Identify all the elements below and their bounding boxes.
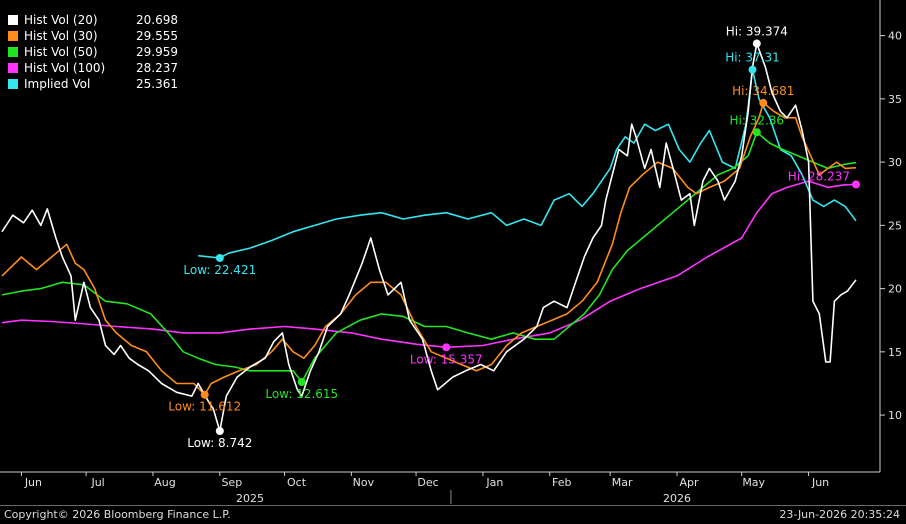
legend-label: Hist Vol (100) xyxy=(24,61,106,75)
x-year-label: 2026 xyxy=(663,492,691,505)
annotation-marker xyxy=(752,128,761,137)
x-tick-label: Nov xyxy=(353,476,375,489)
annotation-marker xyxy=(215,426,224,435)
annotation-marker xyxy=(752,39,761,48)
annotation-marker xyxy=(200,390,209,399)
x-tick-label: Jul xyxy=(90,476,104,489)
series-line-0 xyxy=(1,42,857,432)
y-tick-label: 30 xyxy=(888,156,902,169)
legend-value: 29.555 xyxy=(136,29,178,43)
annotation-label: Hi: 32.36 xyxy=(730,113,785,127)
timestamp-text: 23-Jun-2026 20:35:24 xyxy=(779,508,900,521)
x-tick-label: Mar xyxy=(612,476,633,489)
x-tick-label: Jun xyxy=(24,476,42,489)
legend-item: Hist Vol (30) 29.555 xyxy=(8,28,178,44)
annotation-label: Hi: 28.237 xyxy=(788,169,850,183)
x-tick-label: Oct xyxy=(287,476,307,489)
legend-value: 28.237 xyxy=(136,61,178,75)
annotation-label: Low: 11.612 xyxy=(168,400,241,414)
annotation-label: Hi: 39.374 xyxy=(726,25,788,39)
x-tick-label: Dec xyxy=(417,476,438,489)
y-tick-label: 25 xyxy=(888,219,902,232)
series-line-2 xyxy=(1,131,857,383)
legend-swatch-hv20 xyxy=(8,15,18,25)
x-tick-label: Apr xyxy=(679,476,699,489)
legend-item: Implied Vol 25.361 xyxy=(8,76,178,92)
annotation-marker xyxy=(748,65,757,74)
annotation-label: Hi: 34.681 xyxy=(732,84,794,98)
legend-label: Hist Vol (20) xyxy=(24,13,98,27)
legend-value: 20.698 xyxy=(136,13,178,27)
series-line-1 xyxy=(1,102,857,396)
legend-swatch-hv100 xyxy=(8,63,18,73)
annotation-marker xyxy=(442,343,451,352)
legend-label: Implied Vol xyxy=(24,77,91,91)
legend-item: Hist Vol (50) 29.959 xyxy=(8,44,178,60)
annotation-marker xyxy=(297,378,306,387)
x-tick-label: Jun xyxy=(811,476,829,489)
x-year-label: 2025 xyxy=(236,492,264,505)
annotation-label: Hi: 37.31 xyxy=(725,51,780,65)
legend-value: 25.361 xyxy=(136,77,178,91)
x-tick-label: Sep xyxy=(221,476,242,489)
y-tick-label: 15 xyxy=(888,346,902,359)
footer: Copyright© 2026 Bloomberg Finance L.P. 2… xyxy=(0,506,906,524)
annotation-marker xyxy=(215,253,224,262)
annotation-label: Low: 8.742 xyxy=(187,436,252,450)
annotation-marker xyxy=(852,180,860,189)
x-tick-label: Jan xyxy=(485,476,503,489)
x-tick-label: Feb xyxy=(552,476,571,489)
legend-swatch-hv30 xyxy=(8,31,18,41)
y-tick-label: 35 xyxy=(888,93,902,106)
legend-swatch-hv50 xyxy=(8,47,18,57)
legend-item: Hist Vol (100) 28.237 xyxy=(8,60,178,76)
x-tick-label: Aug xyxy=(154,476,175,489)
y-tick-label: 20 xyxy=(888,283,902,296)
y-tick-label: 40 xyxy=(888,30,902,43)
legend: Hist Vol (20) 20.698 Hist Vol (30) 29.55… xyxy=(8,12,178,92)
annotation-label: Low: 12.615 xyxy=(265,387,338,401)
annotation-label: Low: 22.421 xyxy=(183,263,256,277)
y-tick-label: 10 xyxy=(888,409,902,422)
legend-swatch-implied xyxy=(8,79,18,89)
legend-label: Hist Vol (50) xyxy=(24,45,98,59)
legend-item: Hist Vol (20) 20.698 xyxy=(8,12,178,28)
series-line-3 xyxy=(1,180,857,349)
annotation-label: Low: 15.357 xyxy=(410,352,483,366)
legend-value: 29.959 xyxy=(136,45,178,59)
series-line-4 xyxy=(198,68,857,259)
legend-label: Hist Vol (30) xyxy=(24,29,98,43)
x-tick-label: May xyxy=(742,476,765,489)
annotation-marker xyxy=(759,98,768,107)
copyright-text: Copyright© 2026 Bloomberg Finance L.P. xyxy=(4,508,231,521)
